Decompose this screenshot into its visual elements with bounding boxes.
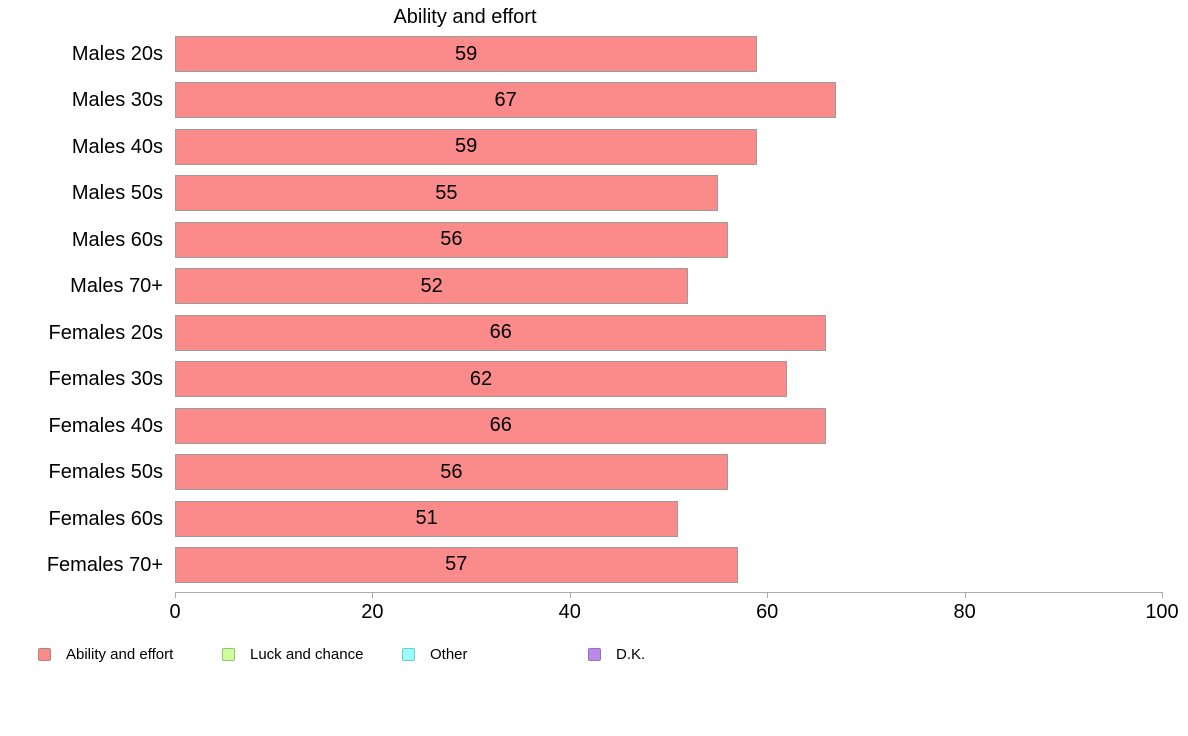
bar-track: 56 xyxy=(175,221,1162,258)
category-label: Males 20s xyxy=(71,43,163,65)
legend-swatch-ability-and-effort xyxy=(38,647,51,661)
tick-label: 100 xyxy=(1145,601,1179,623)
x-axis: 0 20 40 60 80 100 xyxy=(169,592,1179,632)
legend-label: D.K. xyxy=(616,645,646,663)
tick-label: 0 xyxy=(169,601,181,623)
tick-mark xyxy=(372,592,374,598)
bar-value-label: 62 xyxy=(469,367,493,390)
tick-mark xyxy=(767,592,769,598)
bar-females-70plus[interactable]: 57 xyxy=(175,546,738,583)
bar-track: 51 xyxy=(175,500,1162,537)
bar-row: Males 30s 67 xyxy=(0,82,1162,119)
bar-row: Males 50s 55 xyxy=(0,175,1162,212)
bar-males-70plus[interactable]: 52 xyxy=(175,268,689,305)
tick-label: 20 xyxy=(361,601,384,623)
bar-females-20s[interactable]: 66 xyxy=(175,314,827,351)
x-axis-line xyxy=(175,592,1162,593)
category-label: Females 30s xyxy=(48,368,164,391)
bar-track: 67 xyxy=(175,82,1162,119)
category-label: Males 50s xyxy=(71,182,163,205)
tick-mark xyxy=(569,592,571,598)
bar-row: Females 40s 66 xyxy=(0,407,1162,444)
category-label: Females 40s xyxy=(48,414,164,437)
bar-value-label: 57 xyxy=(445,553,468,576)
tick-mark xyxy=(175,592,176,598)
bar-males-20s[interactable]: 59 xyxy=(175,36,758,72)
bar-track: 56 xyxy=(175,454,1162,491)
category-label: Males 70+ xyxy=(70,275,163,298)
legend-label: Luck and chance xyxy=(250,645,364,663)
legend-item-dk[interactable]: D.K. xyxy=(588,642,645,666)
bar-track: 59 xyxy=(175,36,1162,72)
category-label: Females 20s xyxy=(48,321,164,344)
bar-value-label: 66 xyxy=(489,321,512,344)
bar-value-label: 51 xyxy=(415,507,438,530)
legend-item-luck-and-chance[interactable]: Luck and chance xyxy=(222,642,363,666)
bar-row: Females 20s 66 xyxy=(0,314,1162,351)
bar-row: Females 70+ 57 xyxy=(0,546,1162,583)
category-label: Females 50s xyxy=(48,461,164,484)
legend-item-ability-and-effort[interactable]: Ability and effort xyxy=(38,642,173,666)
bar-females-50s[interactable]: 56 xyxy=(175,454,728,491)
legend-swatch-dk xyxy=(588,647,601,661)
category-label: Males 60s xyxy=(71,228,163,251)
tick-label: 40 xyxy=(558,601,581,623)
bar-row: Females 50s 56 xyxy=(0,454,1162,491)
bar-value-label: 52 xyxy=(420,274,443,297)
bar-row: Females 30s 62 xyxy=(0,361,1162,398)
category-label: Females 70+ xyxy=(46,553,163,576)
bar-value-label: 55 xyxy=(435,181,458,204)
bar-track: 52 xyxy=(175,268,1162,305)
bar-track: 62 xyxy=(175,361,1162,398)
legend-label: Other xyxy=(430,645,468,663)
category-label: Males 40s xyxy=(71,135,163,158)
bar-row: Males 40s 59 xyxy=(0,128,1162,165)
tick-mark xyxy=(1162,592,1163,598)
bar-males-40s[interactable]: 59 xyxy=(175,128,758,165)
bar-value-label: 56 xyxy=(440,460,463,483)
bar-value-label: 59 xyxy=(455,42,478,65)
tick-label: 80 xyxy=(953,601,976,623)
bar-track: 66 xyxy=(175,407,1162,444)
bar-track: 57 xyxy=(175,546,1162,583)
legend-swatch-other xyxy=(402,647,415,661)
category-label: Males 30s xyxy=(71,89,163,112)
bar-track: 66 xyxy=(175,314,1162,351)
legend-item-other[interactable]: Other xyxy=(402,642,468,666)
bar-value-label: 59 xyxy=(455,135,478,158)
bar-row: Males 60s 56 xyxy=(0,221,1162,258)
legend-label: Ability and effort xyxy=(66,645,174,663)
bar-track: 55 xyxy=(175,175,1162,212)
bar-value-label: 56 xyxy=(440,228,463,251)
bar-males-60s[interactable]: 56 xyxy=(175,221,728,258)
bar-row: Males 20s 59 xyxy=(0,36,1162,72)
bar-row: Males 70+ 52 xyxy=(0,268,1162,305)
bar-males-30s[interactable]: 67 xyxy=(175,82,837,119)
legend-swatch-luck-and-chance xyxy=(222,647,235,661)
bar-females-30s[interactable]: 62 xyxy=(175,361,787,398)
bar-males-50s[interactable]: 55 xyxy=(175,175,718,212)
tick-mark xyxy=(964,592,966,598)
tick-label: 60 xyxy=(756,601,779,623)
bar-value-label: 67 xyxy=(494,88,517,111)
legend: Ability and effort Luck and chance Other… xyxy=(0,642,1188,666)
chart-title: Ability and effort xyxy=(393,6,537,28)
bar-rows: Males 20s 59 Males 30s 67 Males 40s 59 xyxy=(0,36,1162,583)
bar-value-label: 66 xyxy=(489,414,512,437)
bar-females-40s[interactable]: 66 xyxy=(175,407,827,444)
bar-females-60s[interactable]: 51 xyxy=(175,500,679,537)
bar-row: Females 60s 51 xyxy=(0,500,1162,537)
category-label: Females 60s xyxy=(48,507,164,530)
bar-track: 59 xyxy=(175,128,1162,165)
